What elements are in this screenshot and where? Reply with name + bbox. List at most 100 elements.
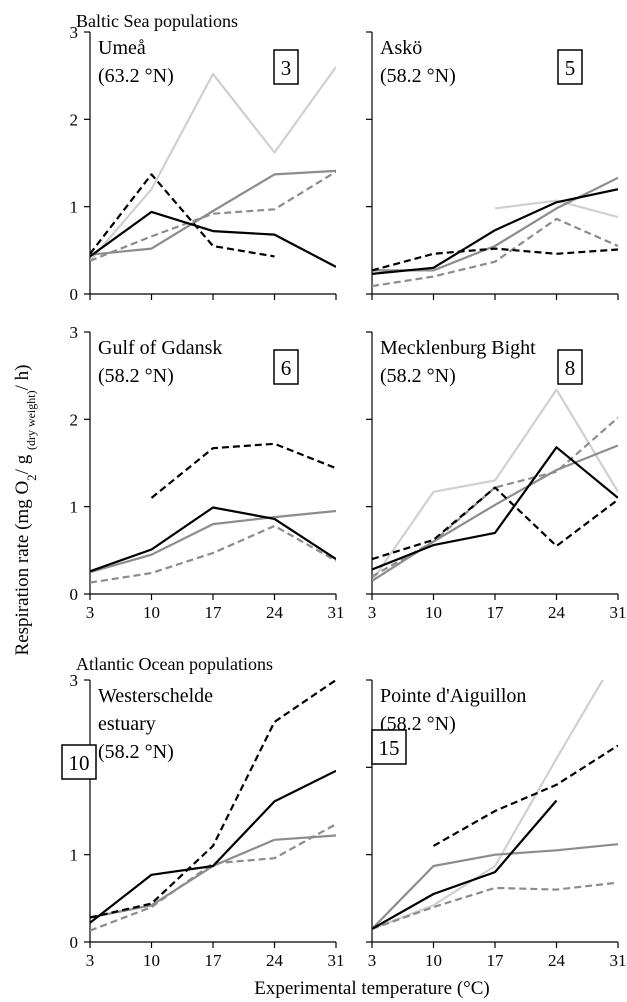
x-tick-label: 3 [368, 603, 377, 622]
y-tick-label: 1 [70, 198, 79, 217]
y-tick-label: 3 [70, 671, 79, 690]
panel-number: 6 [281, 356, 292, 380]
series-line-light-gray-solid [372, 680, 604, 930]
series-group [372, 388, 618, 582]
panel-number-box [61, 744, 97, 780]
x-tick-label: 3 [86, 603, 95, 622]
x-tick-label: 10 [143, 603, 160, 622]
series-line-gray-dashed [90, 524, 336, 584]
panel-label-line: (58.2 °N) [98, 365, 174, 387]
series-line-gray-solid [90, 169, 336, 256]
y-tick-label: 3 [70, 23, 79, 42]
series-line-black-dashed [372, 247, 618, 272]
y-tick-label: 0 [70, 585, 79, 604]
y-tick-label: 3 [70, 323, 79, 342]
y-tick-label: 2 [70, 110, 79, 129]
panel-number: 8 [565, 356, 576, 380]
x-tick-label: 31 [610, 951, 627, 970]
series-line-black-dashed [90, 173, 275, 258]
x-tick-label: 24 [548, 951, 566, 970]
y-tick-label: 1 [70, 498, 79, 517]
panel-number: 5 [565, 56, 576, 80]
group-title-baltic: Baltic Sea populations [76, 11, 238, 31]
x-tick-label: 24 [266, 951, 284, 970]
series-line-gray-solid [372, 843, 618, 930]
panel-number: 10 [69, 751, 90, 775]
y-axis-title: Respiration rate (mg O2/ g (dry weight)/… [12, 365, 39, 656]
series-line-gray-dashed [372, 416, 618, 578]
series-line-gray-dashed [372, 881, 618, 930]
x-tick-label: 17 [205, 951, 223, 970]
series-group [372, 680, 618, 930]
panel-label-line: (58.2 °N) [98, 741, 174, 763]
panel-number: 15 [379, 736, 400, 760]
x-tick-label: 10 [143, 951, 160, 970]
y-tick-label: 1 [70, 846, 79, 865]
series-group [90, 442, 336, 584]
panel-label-line: (63.2 °N) [98, 65, 174, 87]
panel-number-box [273, 349, 299, 385]
series-line-black-solid [372, 446, 618, 571]
panel-number-box [273, 49, 299, 85]
panel-label-line: estuary [98, 713, 156, 735]
series-group [372, 176, 618, 288]
panel-label-line: Gulf of Gdansk [98, 337, 222, 359]
series-line-gray-dashed [90, 823, 336, 932]
panel-label-line: Westerschelde [98, 685, 213, 707]
series-line-black-solid [90, 506, 336, 573]
panel-1: Askö (58.2 °N) 5 [366, 31, 619, 300]
series-line-light-gray-solid [90, 66, 336, 262]
series-line-light-gray-solid [494, 199, 618, 219]
panel-label-line: Umeå [98, 37, 146, 59]
panel-number-box [557, 349, 583, 385]
panel-number: 3 [281, 56, 292, 80]
y-tick-label: 0 [70, 285, 79, 304]
series-line-black-dashed [150, 442, 336, 499]
series-line-black-solid [90, 210, 336, 268]
series-line-gray-solid [90, 509, 336, 574]
panel-label-line: (58.2 °N) [380, 365, 456, 387]
x-tick-label: 17 [205, 603, 223, 622]
x-tick-label: 10 [425, 951, 442, 970]
series-line-gray-dashed [90, 170, 336, 262]
x-tick-label: 31 [328, 603, 345, 622]
panel-3: 3 10 17 24 31 Mecklenburg Bight (58.2 °N) 8 [366, 331, 627, 622]
series-line-gray-solid [372, 176, 618, 272]
x-tick-label: 24 [548, 603, 566, 622]
x-tick-label: 31 [328, 951, 345, 970]
panel-number-box [557, 49, 583, 85]
panel-label-line: Mecklenburg Bight [380, 337, 536, 359]
panel-label-line: (58.2 °N) [380, 65, 456, 87]
panel-label-line: Pointe d'Aiguillon [380, 685, 526, 707]
panel-number-box [371, 729, 407, 765]
x-tick-label: 3 [368, 951, 377, 970]
x-tick-label: 3 [86, 951, 95, 970]
group-title-atlantic: Atlantic Ocean populations [76, 654, 273, 674]
series-line-gray-solid [90, 834, 336, 919]
y-tick-label: 2 [70, 410, 79, 429]
x-tick-label: 24 [266, 603, 284, 622]
series-line-black-dashed [432, 744, 618, 847]
series-line-black-solid [372, 799, 558, 930]
series-line-black-solid [372, 188, 618, 275]
series-line-gray-solid [372, 444, 618, 582]
x-axis-title: Experimental temperature (°C) [254, 978, 490, 999]
x-tick-label: 10 [425, 603, 442, 622]
series-line-black-dashed [90, 680, 336, 919]
series-line-light-gray-solid [372, 388, 618, 582]
series-group [90, 66, 336, 268]
series-line-black-dashed [372, 486, 618, 561]
series-group [90, 680, 336, 932]
x-tick-label: 17 [487, 603, 505, 622]
series-line-gray-dashed [372, 217, 618, 288]
panel-4: 0123310172431Westerscheldeestuary(58.2 °… [61, 671, 345, 970]
panel-2: 0 1 2 3 3 10 17 24 31 Gulf of Gdansk (58.2 °N) 6 [70, 323, 345, 622]
series-line-black-solid [90, 769, 336, 924]
y-tick-label: 0 [70, 933, 79, 952]
x-tick-label: 31 [610, 603, 627, 622]
panel-0: 0 1 2 3 Umeå (63.2 °N) 3 [70, 23, 337, 304]
panel-label-line: Askö [380, 37, 422, 59]
